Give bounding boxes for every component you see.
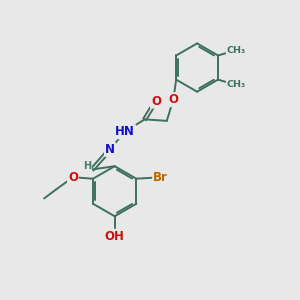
Text: Br: Br bbox=[153, 171, 168, 184]
Text: H: H bbox=[83, 161, 91, 172]
Text: OH: OH bbox=[105, 230, 124, 243]
Text: CH₃: CH₃ bbox=[227, 80, 246, 89]
Text: O: O bbox=[168, 93, 178, 106]
Text: N: N bbox=[105, 143, 115, 156]
Text: O: O bbox=[68, 171, 78, 184]
Text: HN: HN bbox=[115, 125, 135, 138]
Text: O: O bbox=[151, 94, 161, 108]
Text: CH₃: CH₃ bbox=[227, 46, 246, 55]
